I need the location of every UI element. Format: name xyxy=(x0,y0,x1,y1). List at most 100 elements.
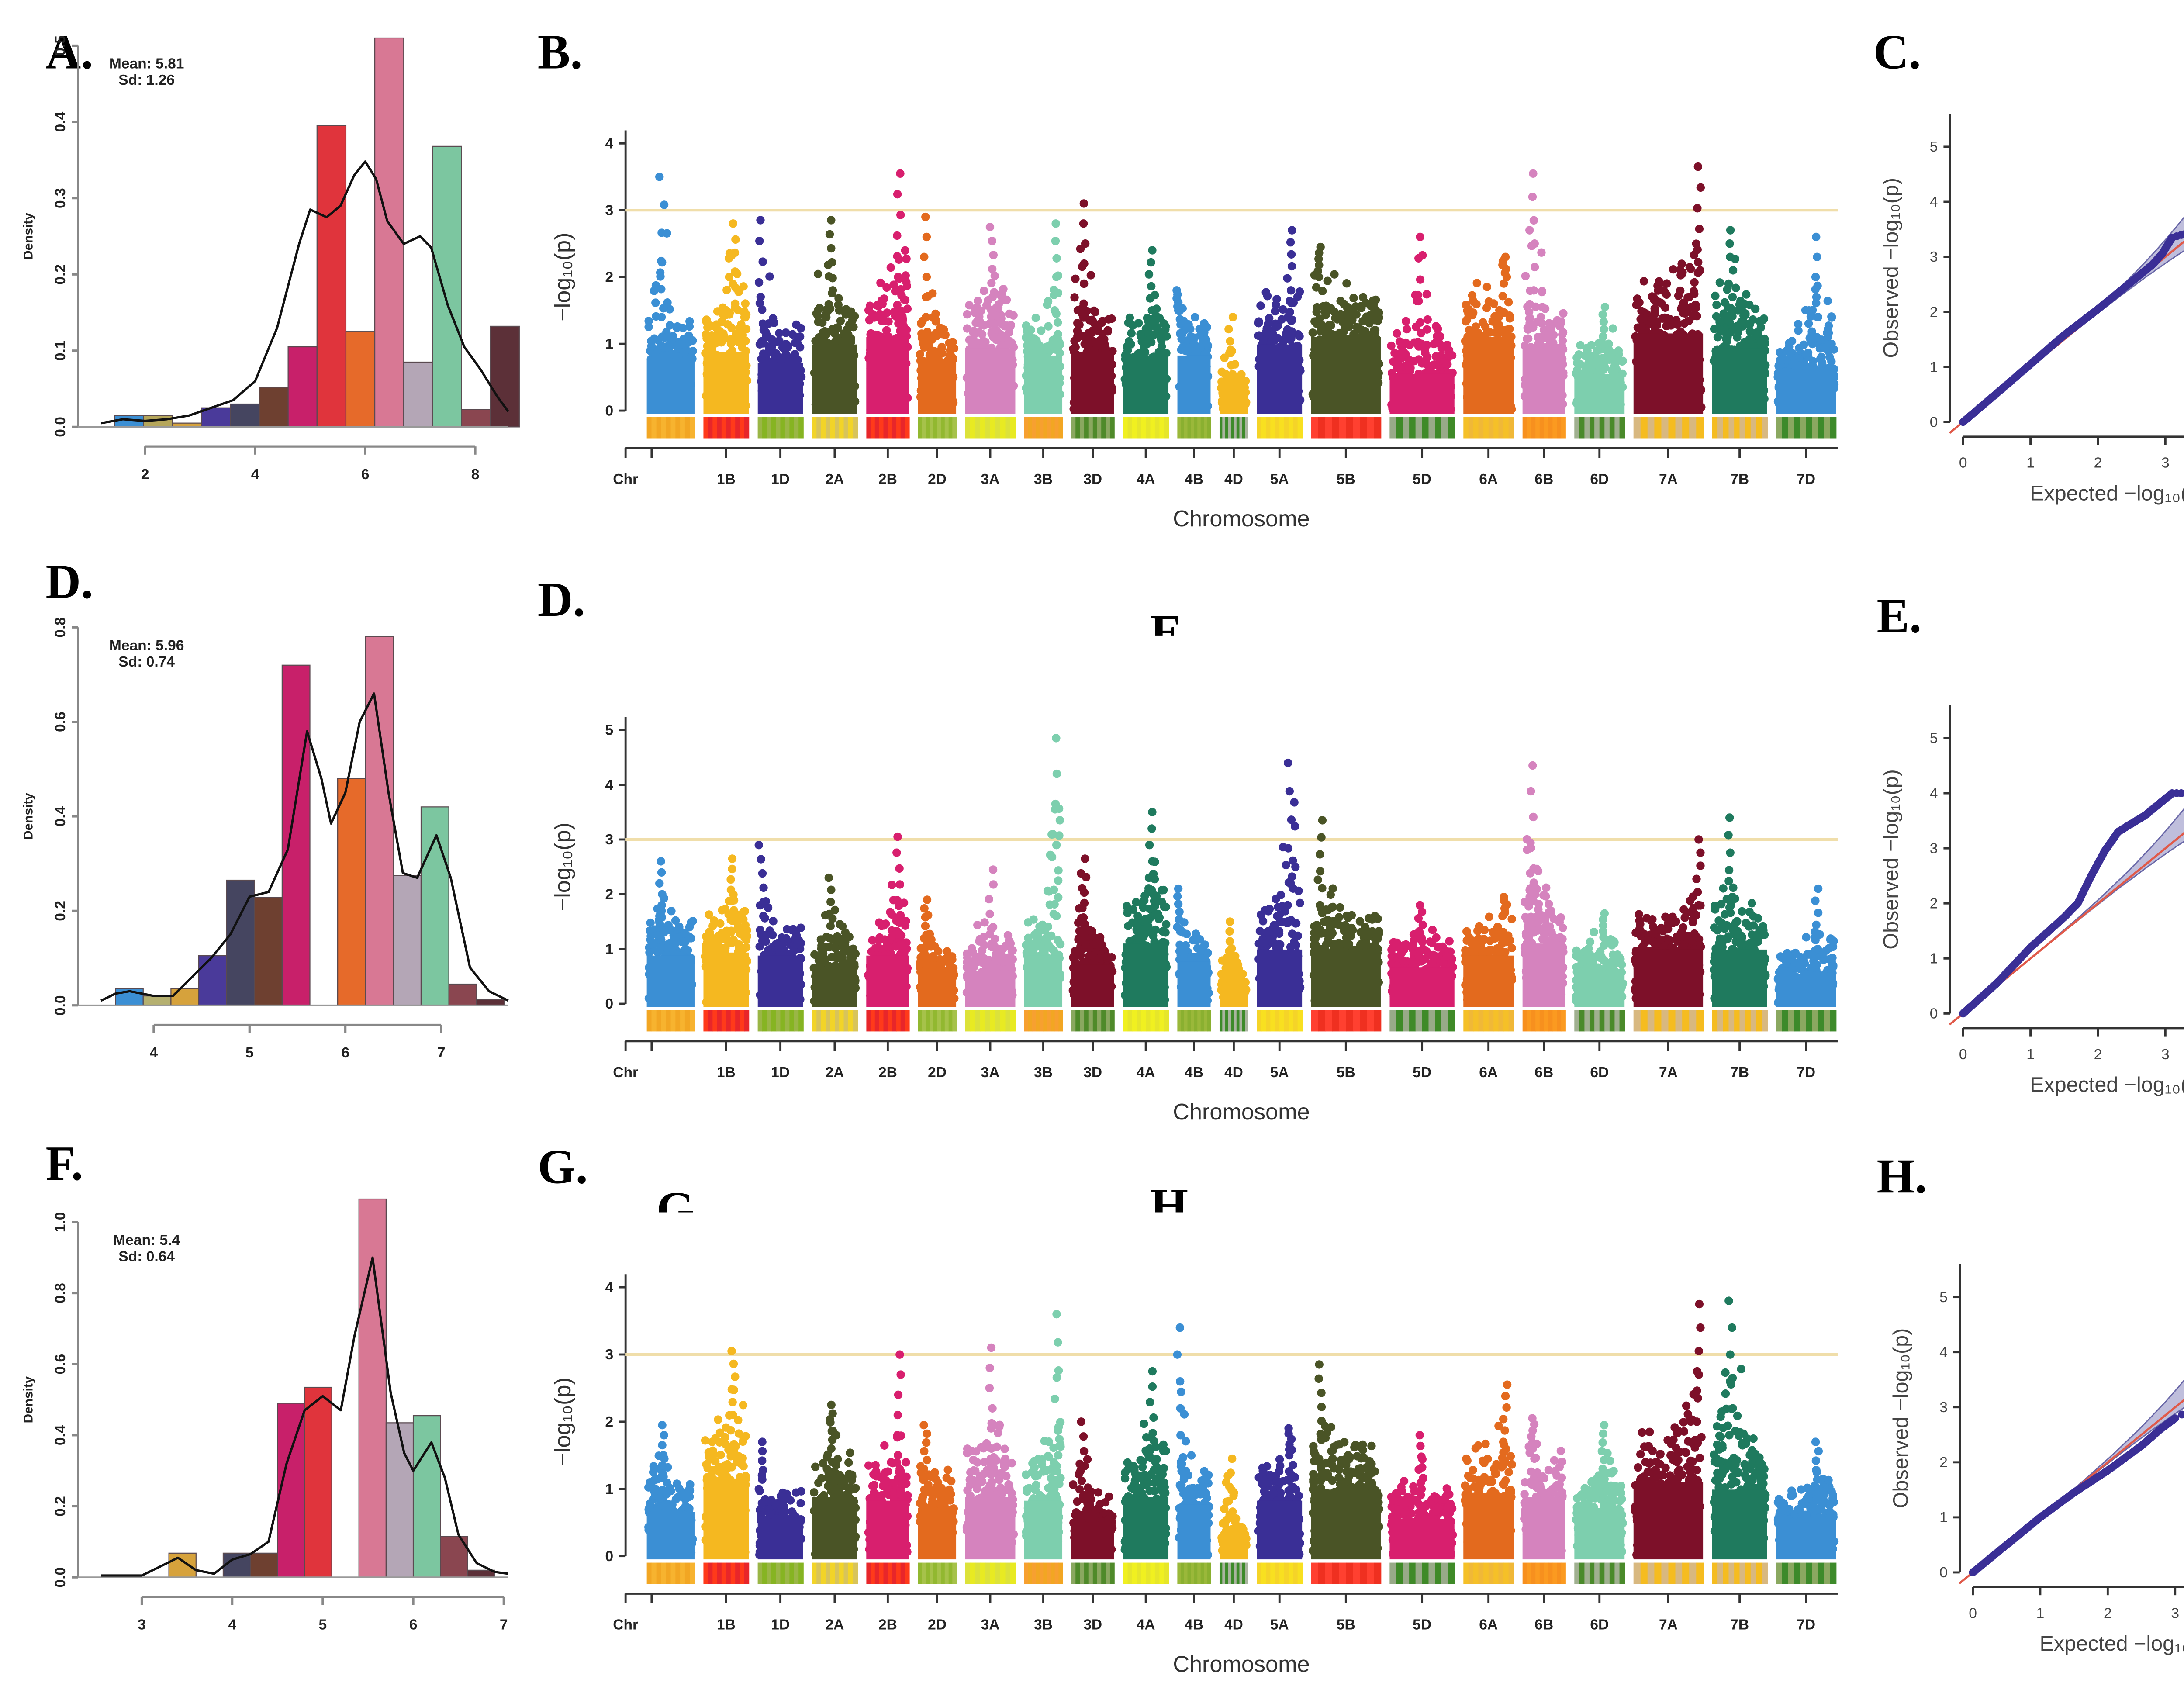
snp-point xyxy=(1422,290,1431,299)
snp-peak-point xyxy=(895,864,904,873)
snp-peak-point xyxy=(1051,237,1060,245)
snp-peak-point xyxy=(1079,199,1088,208)
snp-peak-point xyxy=(731,299,740,308)
snp-peak-point xyxy=(731,267,740,276)
y-tick-label: 2 xyxy=(1930,304,1938,320)
snp-point xyxy=(1676,266,1685,274)
x-tick-label: 3D xyxy=(1083,471,1102,487)
band-segment xyxy=(900,417,905,439)
snp-point xyxy=(1794,361,1804,370)
snp-peak-point xyxy=(1693,245,1702,254)
snp-point xyxy=(1680,309,1690,318)
band-segment xyxy=(1137,417,1142,439)
snp-point xyxy=(665,925,674,934)
y-tick-label: 0.6 xyxy=(52,712,69,732)
y-tick-label: 3 xyxy=(605,832,614,848)
x-tick-label: 7B xyxy=(1730,471,1749,487)
snp-point xyxy=(1448,351,1457,360)
snp-peak-point xyxy=(657,857,665,866)
band-segment xyxy=(1109,417,1115,439)
y-tick-label: 1 xyxy=(605,941,614,957)
snp-peak-point xyxy=(896,169,905,178)
snp-point xyxy=(1393,329,1401,338)
snp-peak-point xyxy=(727,251,736,260)
snp-point xyxy=(1710,325,1719,333)
band-segment xyxy=(1531,417,1536,439)
snp-density-block xyxy=(1220,392,1248,414)
band-segment xyxy=(1682,417,1690,439)
snp-point xyxy=(651,352,660,360)
snp-point xyxy=(1756,323,1766,332)
panel-letter: D. xyxy=(538,573,585,627)
snp-point xyxy=(1080,310,1089,319)
band-segment xyxy=(883,417,888,439)
snp-point xyxy=(973,317,982,326)
snp-point xyxy=(902,282,911,290)
band-segment xyxy=(1289,417,1294,439)
snp-peak-point xyxy=(985,222,995,231)
snp-point xyxy=(1401,349,1410,359)
snp-point xyxy=(1176,329,1185,338)
band-segment xyxy=(843,1010,849,1032)
snp-point xyxy=(1080,339,1089,349)
snp-point xyxy=(1338,318,1348,327)
snp-peak-point xyxy=(729,896,739,905)
snp-point xyxy=(1152,322,1161,332)
band-segment xyxy=(1589,417,1595,439)
snp-point xyxy=(898,307,906,316)
snp-point xyxy=(1069,344,1078,353)
snp-point xyxy=(727,939,736,947)
band-segment xyxy=(1266,417,1271,439)
histogram-bar xyxy=(142,995,172,1006)
chromosome-2A xyxy=(810,216,860,414)
band-segment xyxy=(896,417,901,439)
snp-point xyxy=(728,916,737,925)
band-segment xyxy=(1594,417,1600,439)
band-segment xyxy=(740,417,745,439)
snp-point xyxy=(644,317,653,325)
snp-point xyxy=(1323,276,1332,285)
snp-point xyxy=(712,338,721,347)
snp-peak-point xyxy=(1079,279,1089,288)
chromosome-1B xyxy=(701,219,752,414)
snp-peak-point xyxy=(759,898,768,906)
snp-point xyxy=(684,331,693,340)
band-segment xyxy=(1132,417,1137,439)
snp-peak-point xyxy=(1416,318,1425,327)
band-segment xyxy=(1668,417,1676,439)
band-segment xyxy=(798,417,804,439)
band-segment xyxy=(1353,417,1361,439)
band-segment xyxy=(1539,417,1545,439)
band-segment xyxy=(1428,417,1436,439)
band-segment xyxy=(1584,417,1590,439)
snp-point xyxy=(1673,320,1682,328)
snp-point xyxy=(1272,295,1281,304)
snp-peak-point xyxy=(657,868,666,877)
snp-point xyxy=(1371,295,1380,304)
y-tick-label: 0.1 xyxy=(52,340,69,361)
snp-peak-point xyxy=(754,278,764,287)
snp-peak-point xyxy=(758,257,767,266)
snp-point xyxy=(1608,324,1617,333)
chromosome-band-6A xyxy=(1463,417,1514,439)
snp-point xyxy=(665,321,674,330)
band-segment xyxy=(948,417,953,439)
snp-peak-point xyxy=(1227,361,1236,370)
histogram-bar xyxy=(316,125,347,428)
y-tick-label: 5 xyxy=(605,722,614,738)
snp-point xyxy=(1312,283,1321,292)
snp-point xyxy=(1757,337,1766,346)
snp-peak-point xyxy=(893,231,902,240)
histogram-bar xyxy=(403,361,433,428)
x-tick-label: 5 xyxy=(245,1045,254,1061)
snp-point xyxy=(739,282,748,291)
snp-peak-point xyxy=(922,293,930,301)
snp-point xyxy=(945,339,954,347)
snp-point xyxy=(769,917,778,926)
band-segment xyxy=(990,417,996,439)
snp-peak-point xyxy=(826,922,835,930)
band-segment xyxy=(1360,417,1368,439)
snp-point xyxy=(963,324,971,333)
snp-point xyxy=(790,350,799,359)
band-segment xyxy=(1088,417,1093,439)
